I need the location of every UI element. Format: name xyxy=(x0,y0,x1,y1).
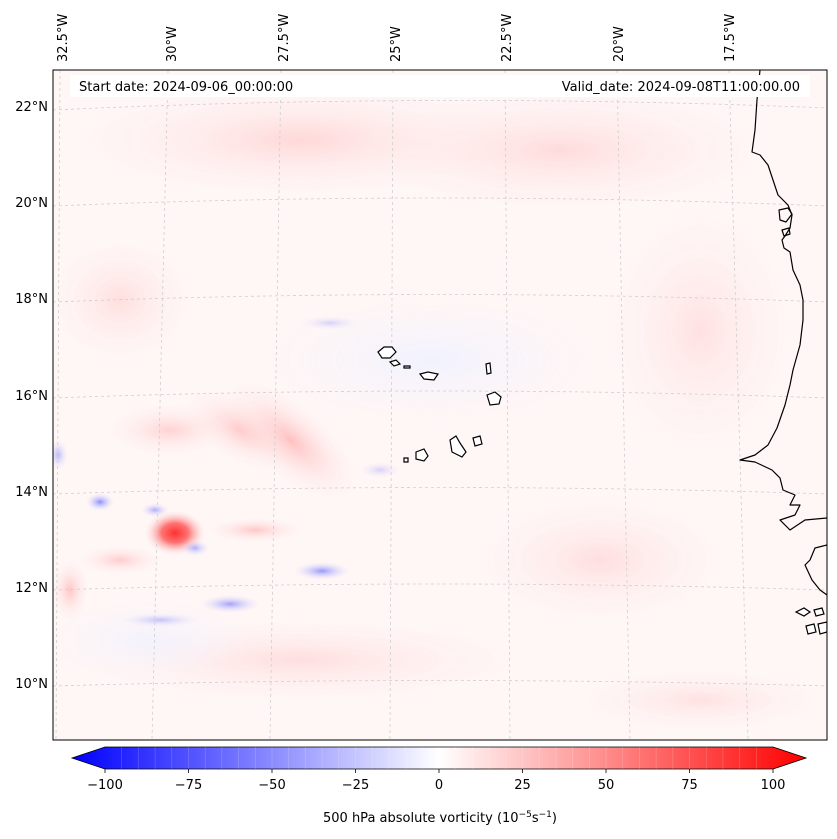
map-panel xyxy=(53,70,827,740)
cape-verde-islands xyxy=(377,346,502,463)
map-border xyxy=(52,69,828,741)
africa-coastline xyxy=(739,70,827,531)
lon-label-32-5w: 32.5°W xyxy=(56,14,71,62)
colorbar: −100 −75 −50 −25 0 25 50 75 100 500 hPa absolute… xyxy=(70,746,808,826)
header-band xyxy=(70,75,810,97)
lat-label-22n: 22°N xyxy=(15,100,48,115)
colorbar-tick-label: −100 xyxy=(87,778,123,793)
lon-label-30w: 30°W xyxy=(165,26,180,62)
lon-label-25w: 25°W xyxy=(389,26,404,62)
lat-label-18n: 18°N xyxy=(15,292,48,307)
canary-islands-coast xyxy=(778,207,793,237)
bijagos-islands xyxy=(794,607,827,635)
lon-label-27-5w: 27.5°W xyxy=(277,14,292,62)
lat-label-16n: 16°N xyxy=(15,389,48,404)
lat-label-10n: 10°N xyxy=(15,677,48,692)
lon-label-17-5w: 17.5°W xyxy=(723,14,738,62)
lat-label-12n: 12°N xyxy=(15,581,48,596)
start-date-label: Start date: 2024-09-06_00:00:00 xyxy=(79,80,293,95)
latitude-labels: 22°N 20°N 18°N 16°N 14°N 12°N 10°N xyxy=(15,100,48,692)
colorbar-tick-label: −50 xyxy=(258,778,285,793)
colorbar-tick-label: 0 xyxy=(435,778,443,793)
africa-coastline-south xyxy=(804,544,827,596)
colorbar-tick-label: 25 xyxy=(514,778,531,793)
colorbar-tick-label: 50 xyxy=(598,778,615,793)
valid-date-label: Valid_date: 2024-09-08T11:00:00.00 xyxy=(562,80,800,95)
colorbar-segments xyxy=(121,747,757,769)
colorbar-tick-label: 100 xyxy=(761,778,786,793)
lon-label-22-5w: 22.5°W xyxy=(500,14,515,62)
colorbar-label: 500 hPa absolute vorticity (10−5s−1) xyxy=(323,810,557,826)
colorbar-tick-label: −25 xyxy=(342,778,369,793)
lat-label-20n: 20°N xyxy=(15,196,48,211)
lon-label-20w: 20°W xyxy=(612,26,627,62)
vorticity-field xyxy=(53,85,820,730)
longitude-labels: 32.5°W 30°W 27.5°W 25°W 22.5°W 20°W 17.5… xyxy=(56,14,738,62)
graticule xyxy=(53,70,827,740)
colorbar-ticks: −100 −75 −50 −25 0 25 50 75 100 xyxy=(87,769,785,793)
colorbar-tick-label: 75 xyxy=(681,778,698,793)
colorbar-tick-label: −75 xyxy=(175,778,202,793)
lat-label-14n: 14°N xyxy=(15,485,48,500)
